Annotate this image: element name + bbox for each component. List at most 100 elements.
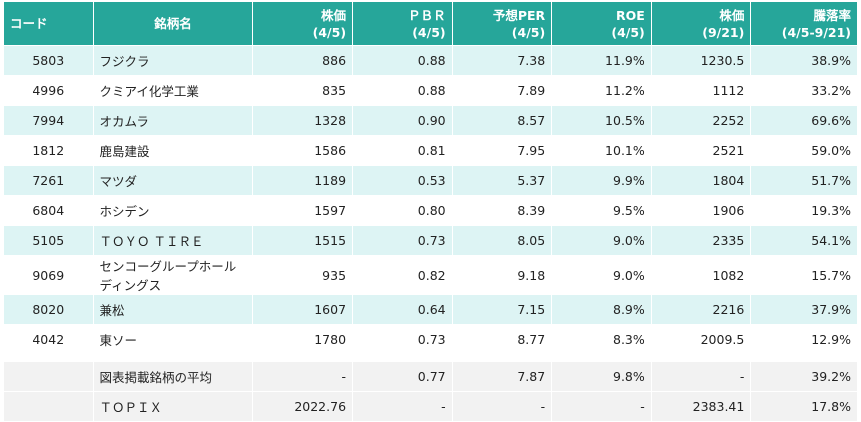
table-cell: 1804: [651, 166, 751, 196]
header-cell: 株価 (9/21): [651, 2, 751, 46]
table-cell: ホシデン: [93, 196, 253, 226]
table-cell: 9.0%: [552, 226, 651, 256]
table-cell: 1189: [253, 166, 353, 196]
table-cell: 59.0%: [751, 136, 857, 166]
summary-cell: -: [253, 362, 353, 392]
table-cell: 1515: [253, 226, 353, 256]
summary-cell: 39.2%: [751, 362, 857, 392]
table-cell: フジクラ: [93, 46, 253, 76]
table-cell: 0.81: [353, 136, 452, 166]
summary-cell: 17.8%: [751, 392, 857, 422]
table-cell: 0.53: [353, 166, 452, 196]
table-cell: 9.9%: [552, 166, 651, 196]
table-cell: 54.1%: [751, 226, 857, 256]
table-cell: 0.88: [353, 76, 452, 106]
table-cell: 2252: [651, 106, 751, 136]
table-cell: クミアイ化学工業: [93, 76, 253, 106]
table-cell: 0.73: [353, 226, 452, 256]
table-row: 8020 兼松 1607 0.64 7.15 8.9% 2216 37.9%: [4, 295, 857, 325]
table-cell: 7.95: [452, 136, 552, 166]
table-cell: 2009.5: [651, 325, 751, 355]
table-cell: 33.2%: [751, 76, 857, 106]
table-cell: 37.9%: [751, 295, 857, 325]
table-cell: 7.15: [452, 295, 552, 325]
table-cell: 7994: [4, 106, 93, 136]
table-cell: 8.05: [452, 226, 552, 256]
table-cell: 兼松: [93, 295, 253, 325]
table-cell: 69.6%: [751, 106, 857, 136]
summary-cell: 図表掲載銘柄の平均: [93, 362, 253, 392]
stock-table: コード 銘柄名 株価 (4/5) ＰＢＲ (4/5) 予想PER (4/5) ROE (4…: [3, 2, 858, 422]
table-cell: 1906: [651, 196, 751, 226]
header-cell: ＰＢＲ (4/5): [353, 2, 452, 46]
table-cell: 12.9%: [751, 325, 857, 355]
table-row: 9069 センコーグループホールディングス 935 0.82 9.18 9.0% 1082 1…: [4, 256, 857, 295]
spacer-cell: [751, 355, 857, 362]
table-cell: 1230.5: [651, 46, 751, 76]
summary-cell: 2022.76: [253, 392, 353, 422]
summary-cell: ＴＯＰＩＸ: [93, 392, 253, 422]
summary-cell: 9.8%: [552, 362, 651, 392]
table-cell: 4996: [4, 76, 93, 106]
summary-cell: 0.77: [353, 362, 452, 392]
summary-row: 図表掲載銘柄の平均 -0.77 7.87 9.8% -39.2%: [4, 362, 857, 392]
table-cell: 0.90: [353, 106, 452, 136]
table-cell: 8.9%: [552, 295, 651, 325]
table-cell: 51.7%: [751, 166, 857, 196]
table-cell: 1607: [253, 295, 353, 325]
table-cell: 5.37: [452, 166, 552, 196]
table-cell: 9069: [4, 256, 93, 295]
table-cell: 1586: [253, 136, 353, 166]
header-cell: 銘柄名: [93, 2, 253, 46]
table-cell: 1082: [651, 256, 751, 295]
table-cell: 886: [253, 46, 353, 76]
spacer-cell: [452, 355, 552, 362]
summary-cell: -: [552, 392, 651, 422]
table-cell: ＴＯＹＯ ＴＩＲＥ: [93, 226, 253, 256]
summary-row: ＴＯＰＩＸ 2022.76- - -2383.41 17.8%: [4, 392, 857, 422]
table-row: 4042 東ソー 1780 0.73 8.77 8.3% 2009.5 12.9%: [4, 325, 857, 355]
table-cell: 1597: [253, 196, 353, 226]
table-row: 6804 ホシデン 1597 0.80 8.39 9.5% 1906 19.3%: [4, 196, 857, 226]
table-cell: 15.7%: [751, 256, 857, 295]
table-cell: 38.9%: [751, 46, 857, 76]
empty-cell: [4, 362, 93, 392]
summary-cell: 7.87: [452, 362, 552, 392]
table-cell: 5105: [4, 226, 93, 256]
summary-cell: 2383.41: [651, 392, 751, 422]
table-cell: 8.39: [452, 196, 552, 226]
spacer-cell: [353, 355, 452, 362]
spacer-cell: [93, 355, 253, 362]
spacer-cell: [552, 355, 651, 362]
table-cell: 0.82: [353, 256, 452, 295]
table-row: 4996 クミアイ化学工業 835 0.88 7.89 11.2% 1112 33.2%: [4, 76, 857, 106]
table-cell: マツダ: [93, 166, 253, 196]
table-row: 7994 オカムラ 1328 0.90 8.57 10.5% 2252 69.6%: [4, 106, 857, 136]
table-row: 5803 フジクラ 886 0.88 7.38 11.9% 1230.5 38.9%: [4, 46, 857, 76]
summary-cell: -: [651, 362, 751, 392]
table-cell: 6804: [4, 196, 93, 226]
table-cell: 10.5%: [552, 106, 651, 136]
table-cell: 0.88: [353, 46, 452, 76]
table-cell: 8.3%: [552, 325, 651, 355]
table-cell: オカムラ: [93, 106, 253, 136]
table-cell: 8.77: [452, 325, 552, 355]
table-cell: 4042: [4, 325, 93, 355]
table-cell: 0.80: [353, 196, 452, 226]
header-cell: 予想PER (4/5): [452, 2, 552, 46]
header-row: コード 銘柄名 株価 (4/5) ＰＢＲ (4/5) 予想PER (4/5) ROE (4…: [4, 2, 857, 46]
table-cell: 1112: [651, 76, 751, 106]
table-cell: 835: [253, 76, 353, 106]
table-cell: 2216: [651, 295, 751, 325]
table-row: 5105 ＴＯＹＯ ＴＩＲＥ 1515 0.73 8.05 9.0% 2335 54.1%: [4, 226, 857, 256]
table-cell: 19.3%: [751, 196, 857, 226]
spacer-cell: [4, 355, 93, 362]
table-cell: 東ソー: [93, 325, 253, 355]
table-cell: 1812: [4, 136, 93, 166]
summary-cell: -: [452, 392, 552, 422]
table-cell: 9.0%: [552, 256, 651, 295]
table-cell: 9.18: [452, 256, 552, 295]
table-cell: 1780: [253, 325, 353, 355]
header-cell: コード: [4, 2, 93, 46]
table-cell: 10.1%: [552, 136, 651, 166]
